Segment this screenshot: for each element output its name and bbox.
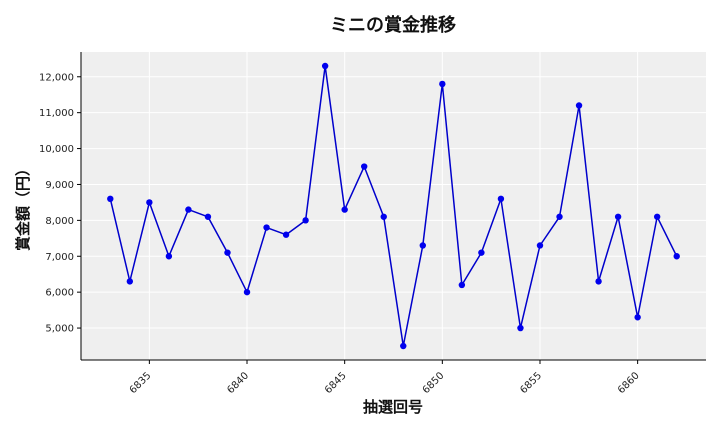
data-point (595, 278, 602, 285)
data-point (614, 213, 622, 220)
data-point (224, 249, 231, 256)
data-point (361, 163, 368, 170)
y-tick-label: 5,000 (45, 324, 74, 335)
data-point (458, 281, 466, 289)
series (107, 62, 680, 350)
data-point (517, 324, 524, 332)
data-point (439, 80, 446, 88)
data-point (536, 242, 544, 249)
x-tick-label: 6850 (421, 370, 447, 396)
data-point (634, 314, 641, 321)
y-tick-label: 12,000 (39, 72, 74, 83)
series-line (109, 65, 678, 347)
x-tick-label: 6860 (616, 370, 642, 396)
data-point (400, 342, 407, 350)
y-tick-label: 11,000 (39, 108, 74, 119)
x-tick-label: 6840 (225, 370, 251, 396)
x-tick-label: 6845 (323, 370, 349, 396)
y-axis-label: 賞金額（円） (14, 161, 32, 251)
data-point (146, 199, 153, 206)
x-tick-label: 6855 (518, 370, 544, 396)
data-point (478, 249, 485, 256)
data-point (185, 206, 192, 213)
data-point (263, 224, 270, 231)
data-point (673, 253, 680, 260)
data-point (165, 253, 173, 260)
data-point (243, 288, 251, 296)
plot-area (81, 52, 706, 360)
data-point (497, 195, 505, 203)
data-point (653, 213, 661, 220)
y-tick-label: 9,000 (45, 180, 74, 191)
grid (81, 52, 706, 360)
data-point (107, 195, 114, 203)
y-tick-label: 10,000 (39, 144, 74, 155)
data-point (321, 62, 329, 70)
x-axis-label: 抽選回号 (363, 398, 423, 416)
data-point (380, 213, 387, 220)
data-point (204, 213, 212, 220)
y-tick-label: 8,000 (45, 216, 74, 227)
x-tick-label: 6835 (128, 370, 154, 396)
data-point (282, 231, 290, 238)
data-point (556, 213, 563, 220)
data-point (126, 278, 134, 285)
y-tick-label: 6,000 (45, 288, 74, 299)
chart-title: ミニの賞金推移 (330, 14, 456, 36)
data-point (341, 206, 348, 213)
data-point (575, 102, 583, 109)
data-point (419, 242, 426, 249)
y-tick-label: 7,000 (45, 252, 74, 263)
data-point (302, 217, 309, 224)
